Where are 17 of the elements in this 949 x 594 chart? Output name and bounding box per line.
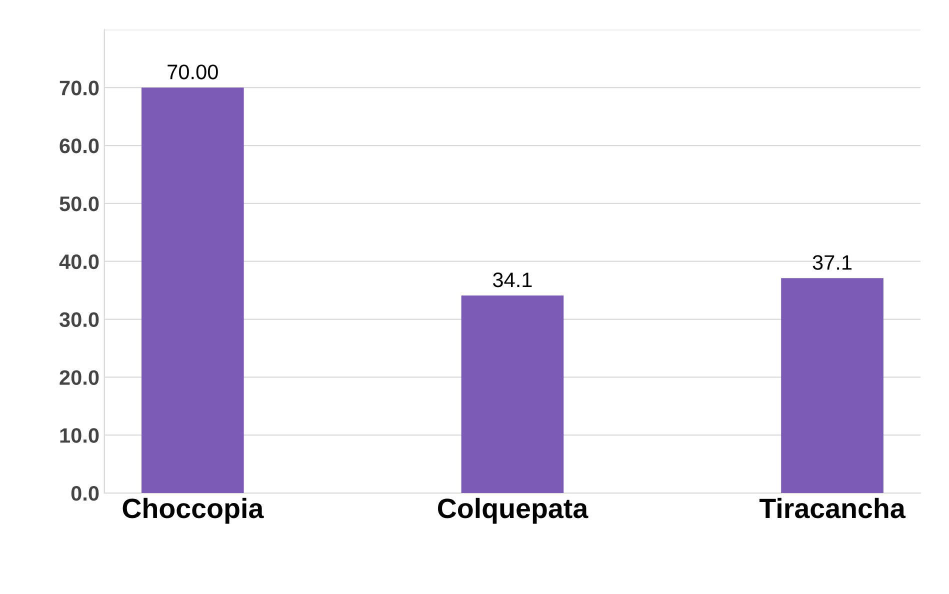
bar [141, 88, 244, 494]
y-tick-label: 30.0 [59, 312, 99, 328]
x-tick-label: Choccopia [122, 498, 264, 524]
bar [781, 278, 884, 494]
data-label: 34.1 [492, 272, 532, 288]
y-tick-label: 0.0 [71, 486, 99, 501]
bar [461, 296, 564, 494]
x-tick-label: Tiracancha [759, 498, 906, 518]
y-tick-label: 60.0 [60, 138, 99, 154]
data-label: 37.1 [812, 255, 852, 270]
data-label: 70.00 [168, 64, 218, 80]
y-tick-label: 70.0 [60, 80, 99, 96]
x-tick-label: Colquepata [438, 498, 588, 524]
y-tick-label: 40.0 [59, 254, 99, 270]
y-tick-label: 20.0 [60, 370, 99, 385]
y-tick-label: 10.0 [60, 428, 99, 443]
y-tick-label: 50.0 [60, 196, 99, 212]
